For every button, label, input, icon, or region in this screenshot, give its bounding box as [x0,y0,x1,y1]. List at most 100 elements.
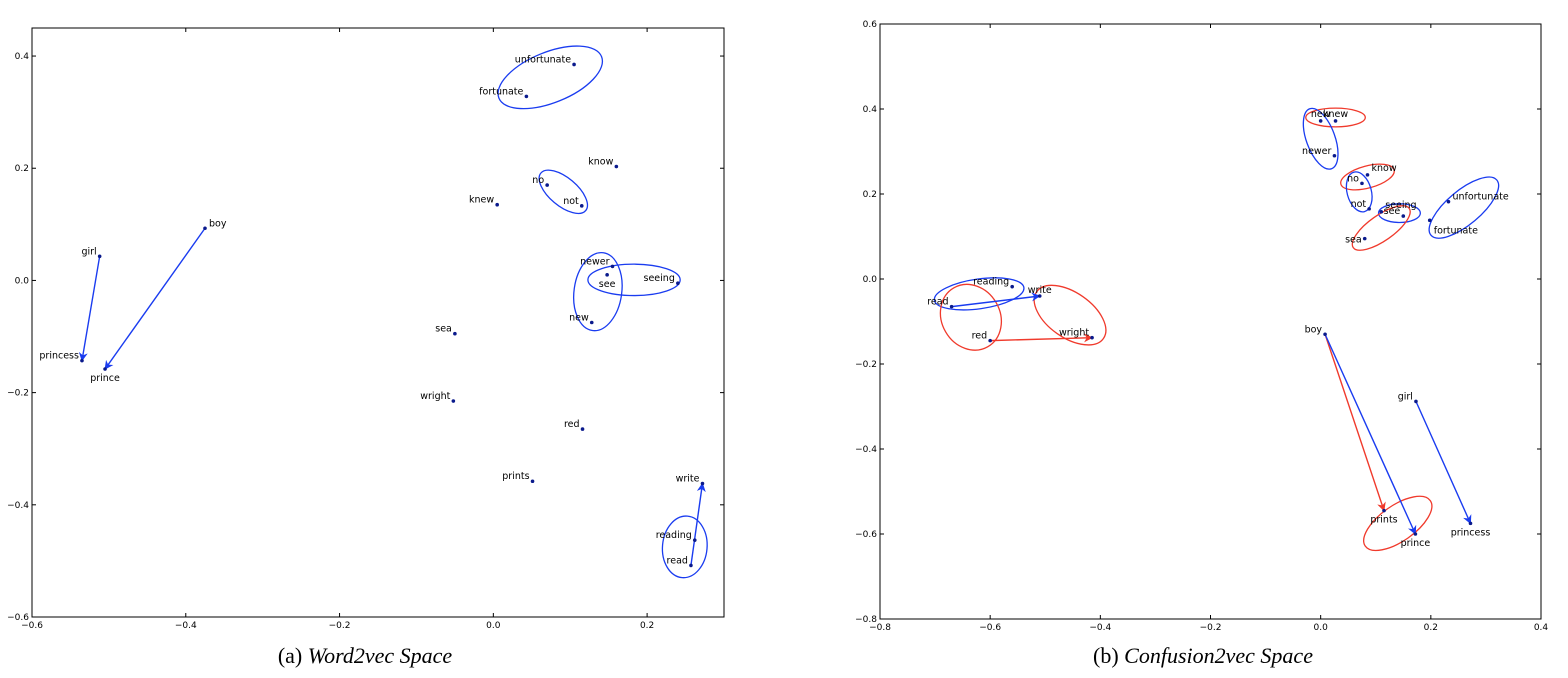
word-label-unfortunate: unfortunate [1452,192,1508,203]
cluster-ellipse [497,45,604,110]
x-tick-label: 0.0 [486,621,501,631]
y-tick-label: 0.4 [863,105,878,115]
point-fortunate [524,94,529,99]
plot-frame-b [879,23,1542,620]
y-tick-label: 0.4 [15,52,30,62]
word-label-knew: knew [469,195,494,206]
plot-frame-a [31,27,725,618]
point-know [1365,173,1370,177]
x-tick-label: −0.8 [869,623,891,633]
caption-b: (b) Confusion2vec Space [1093,643,1313,668]
point-princess [1468,521,1473,526]
arrow-girl-to-princess [1415,401,1472,525]
word-label-seeing: seeing [644,273,675,284]
x-tick-label: −0.2 [1200,623,1222,633]
point-girl [97,254,102,259]
point-boy [1323,332,1327,337]
point-red [988,338,992,343]
word-label-seeing: seeing [1385,200,1416,211]
point-not [1367,207,1371,211]
arrow-boy-to-prince [1324,333,1417,535]
arrow-boy-to-prints [1324,334,1386,512]
point-girl [1414,399,1418,404]
point-write [700,481,705,486]
point-read [949,304,954,309]
word-label-girl: girl [81,246,96,257]
word-label-unfortunate: unfortunate [515,54,571,65]
word-label-boy: boy [209,218,227,229]
word-label-see: see [1384,206,1401,217]
caption-a: (a) Word2vec Space [278,643,453,668]
axis-ticks-b: −0.8 −0.6 −0.4 −0.2 0.0 0.2 0.4 −0.8 −0.6 −0.4 −0.… [855,20,1548,633]
point-knew [1333,119,1338,123]
y-tick-label: −0.8 [855,615,877,625]
point-newer [610,264,615,269]
point-reading [1010,284,1014,289]
arrow-boy-to-prince [104,227,206,370]
word-points-a: unfortunate fortunate know no not knew boy girl… [39,54,705,568]
word-label-no: no [1347,173,1359,184]
word-label-not: not [563,196,579,207]
y-tick-label: −0.4 [7,501,29,511]
point-fortunate [1427,218,1432,223]
vector-arrows-a [78,227,706,566]
y-tick-label: −0.4 [855,445,877,455]
x-tick-label: 0.4 [1534,623,1549,633]
x-tick-label: −0.4 [1089,623,1111,633]
y-tick-label: 0.6 [863,20,878,30]
arrow-red-to-wright [990,333,1093,343]
point-unfortunate [1446,199,1451,204]
arrow-girl-to-princess [78,256,101,362]
word-label-fortunate: fortunate [1434,225,1478,236]
point-prints [1382,508,1386,513]
cluster-ellipse [1302,107,1339,170]
y-tick-label: −0.2 [7,389,29,399]
word-label-wright: wright [1059,328,1089,339]
x-tick-label: −0.4 [175,621,197,631]
word-label-sea: sea [435,324,452,335]
word-label-sea: sea [1345,235,1362,246]
word-label-prints: prints [502,471,529,482]
y-tick-label: −0.2 [855,360,877,370]
point-not [579,204,584,208]
y-tick-label: 0.2 [863,190,877,200]
y-tick-label: 0.0 [15,276,30,286]
point-new [1318,119,1323,123]
word-label-new: new [1311,109,1331,120]
point-boy [203,226,207,231]
point-wright [451,399,456,403]
cluster-ellipses-a [497,45,708,579]
point-new [589,320,594,325]
cluster-ellipse [933,277,1025,311]
point-sea [1362,236,1367,241]
word-label-write: write [1028,285,1052,296]
cluster-ellipse [1363,495,1433,552]
word-label-see: see [599,279,616,290]
y-tick-label: 0.2 [15,164,29,174]
point-unfortunate [572,62,576,67]
word-label-reading: reading [973,277,1009,288]
point-write [1037,294,1042,298]
word-label-prince: prince [1401,538,1431,549]
point-red [580,427,585,431]
point-no [1360,181,1364,186]
vector-arrows-b [951,292,1472,535]
point-know [614,164,619,169]
cluster-ellipse [587,263,681,297]
word-label-prints: prints [1370,515,1397,526]
point-read [689,563,693,568]
y-tick-label: 0.0 [863,275,878,285]
word-label-knew: knew [1323,109,1348,120]
cluster-ellipse [661,515,708,579]
cluster-ellipse [1033,284,1107,346]
cluster-ellipse [538,169,589,215]
point-seeing [1379,210,1384,214]
cluster-ellipses-b [933,107,1500,552]
point-see [1401,214,1406,218]
cluster-ellipse [1377,203,1422,224]
arrow-read-to-write [690,482,706,566]
y-tick-label: −0.6 [855,530,877,540]
